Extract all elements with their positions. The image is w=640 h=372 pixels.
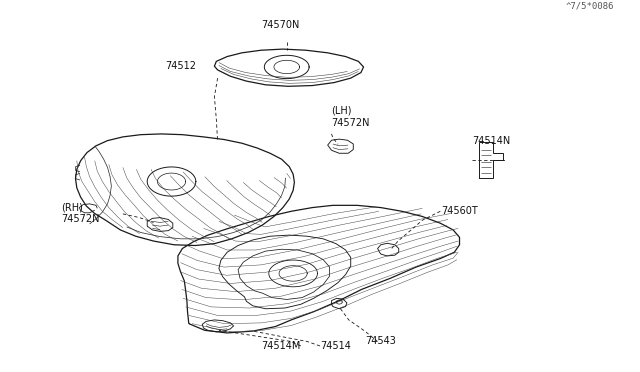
Text: ^7/5*0086: ^7/5*0086 (566, 1, 614, 10)
Text: (LH): (LH) (332, 106, 352, 116)
Text: 74572N: 74572N (332, 118, 370, 128)
Text: 74572N: 74572N (61, 215, 99, 224)
Text: 74514N: 74514N (472, 136, 511, 145)
Text: 74512: 74512 (165, 61, 196, 71)
Text: 74543: 74543 (365, 337, 396, 346)
Text: 74570N: 74570N (261, 20, 300, 30)
Text: 74514: 74514 (320, 341, 351, 351)
Text: 74560T: 74560T (442, 206, 478, 216)
Text: (RH): (RH) (61, 203, 83, 212)
Text: 74514M: 74514M (261, 341, 301, 351)
